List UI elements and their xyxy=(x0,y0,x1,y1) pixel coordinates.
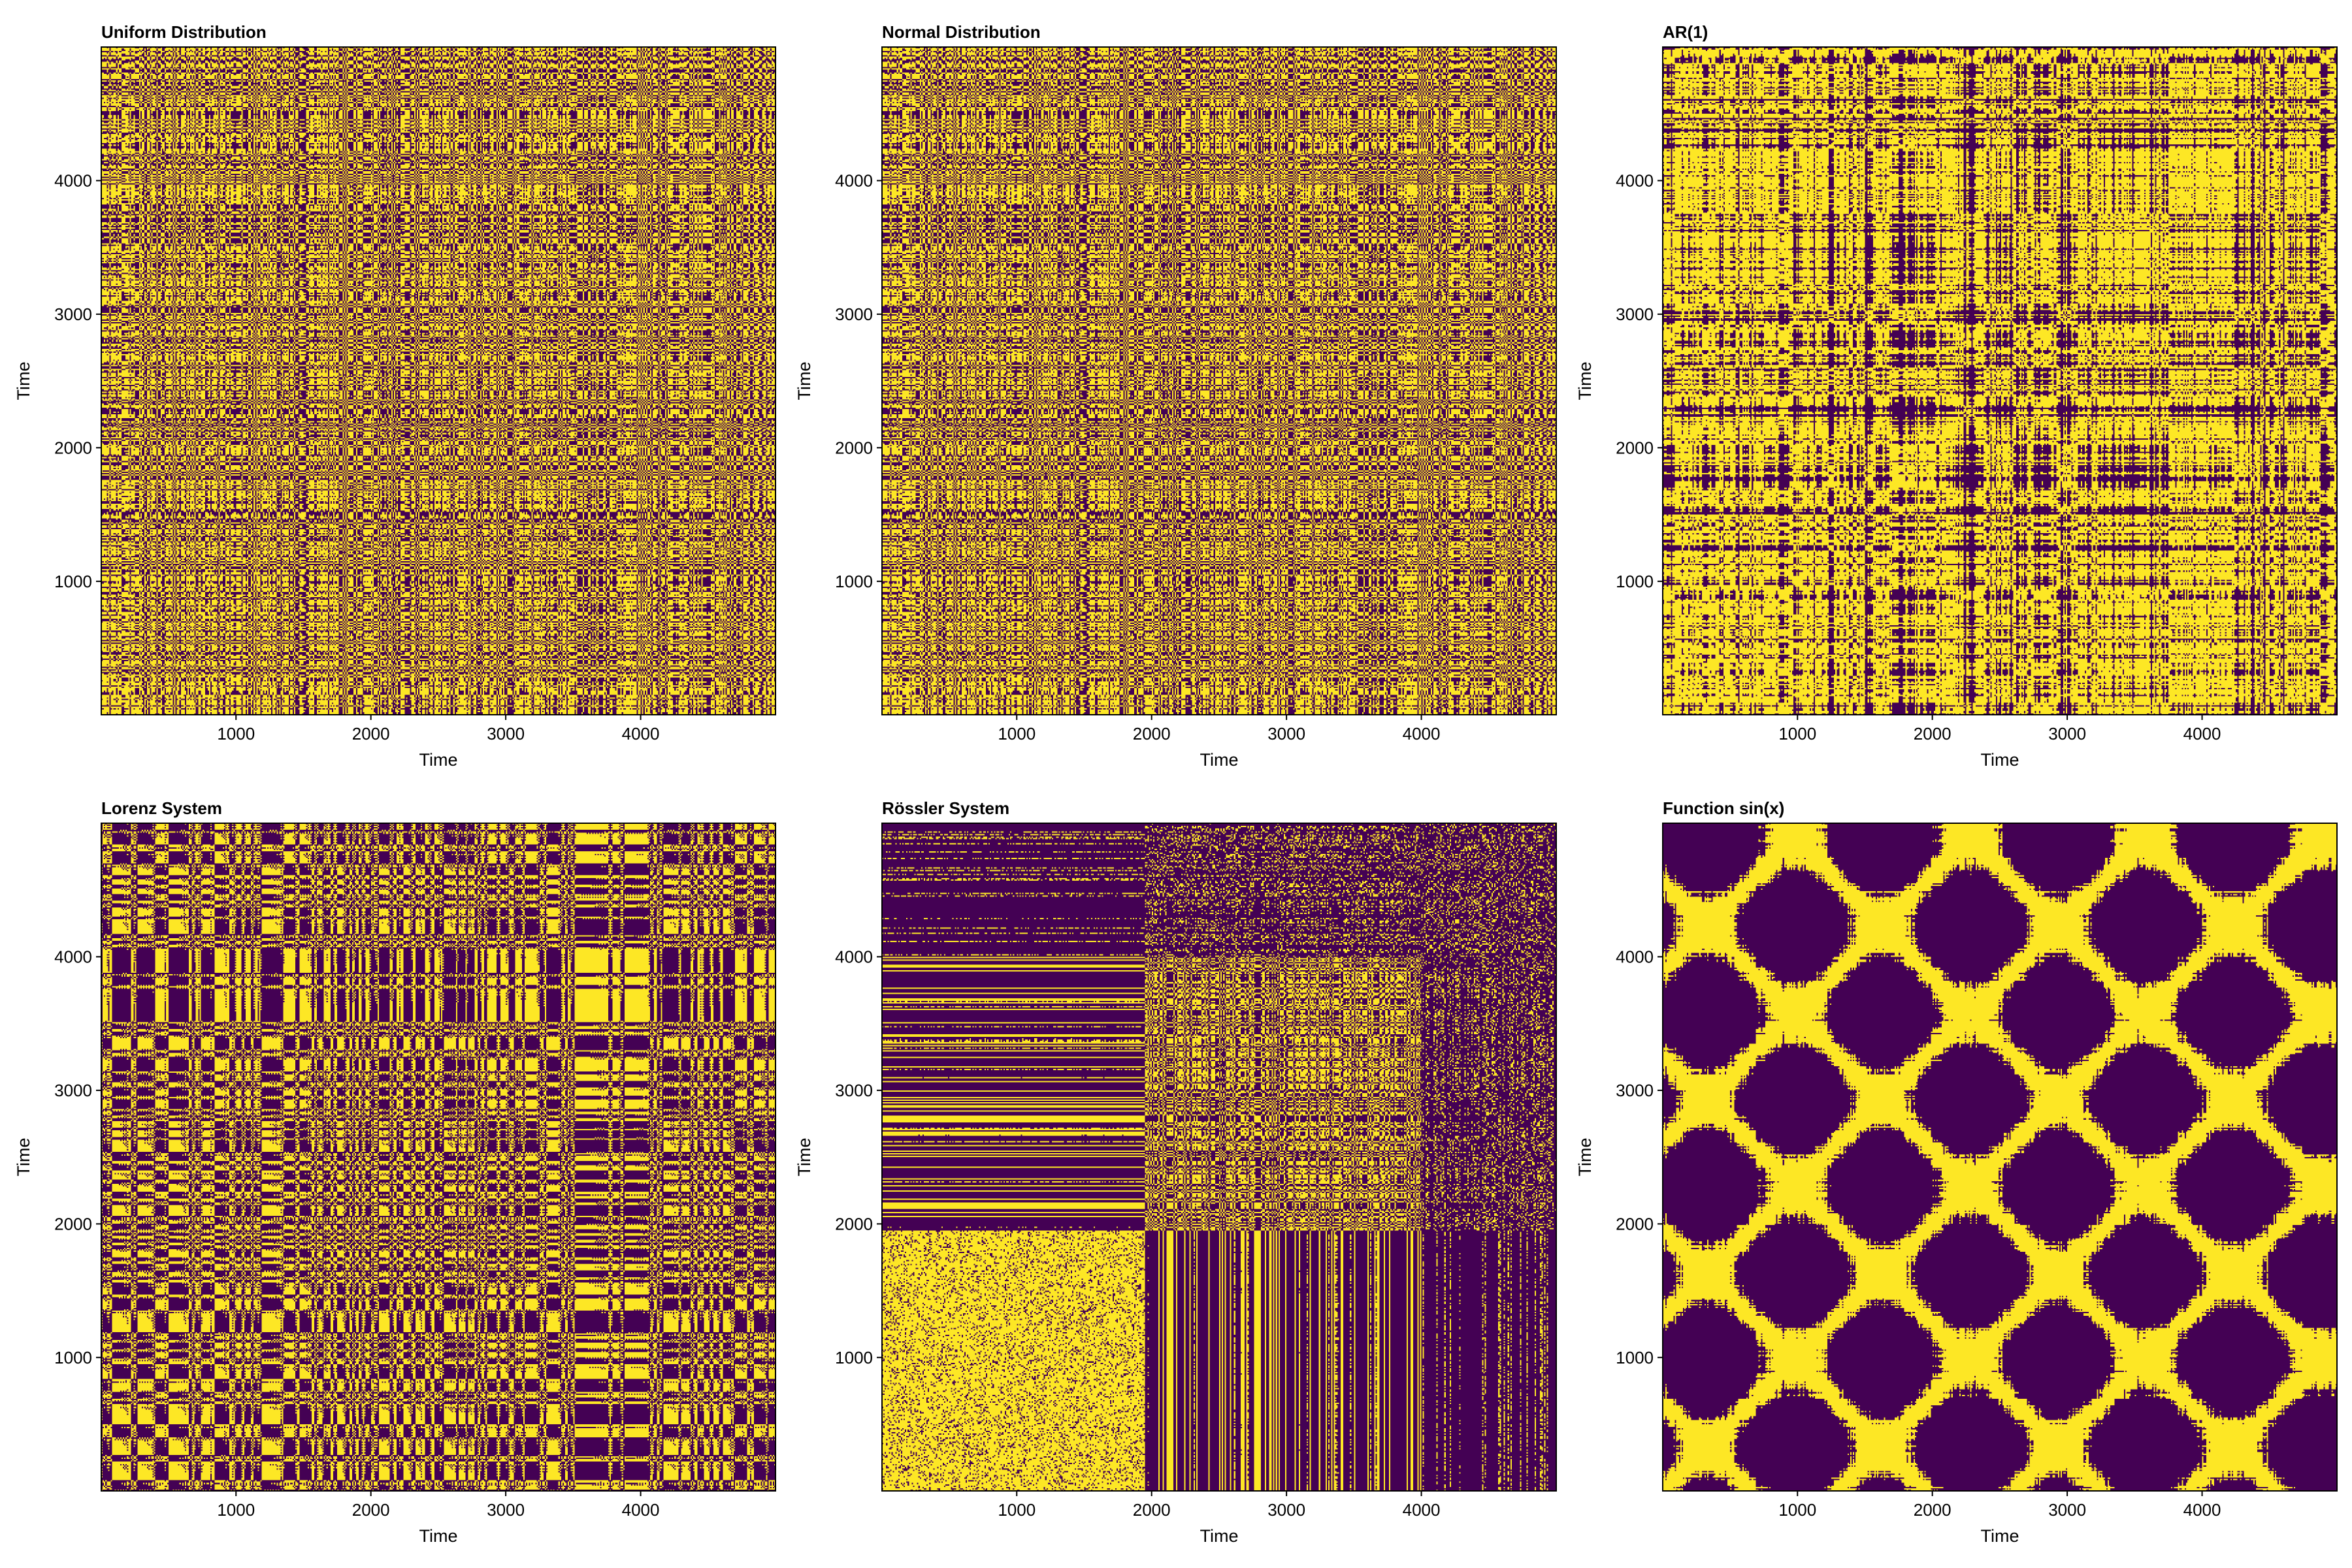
y-axis-label: Time xyxy=(794,362,814,400)
x-axis-label: Time xyxy=(1200,750,1239,770)
y-tick-label: 1000 xyxy=(54,572,92,591)
y-tick-label: 3000 xyxy=(835,304,873,324)
x-tick-label: 1000 xyxy=(1778,1500,1816,1520)
plot-axes: Function sin(x) 1000 2000 3000 4000 1000 2000 3… xyxy=(1575,798,2338,1546)
plot-title: AR(1) xyxy=(1663,22,1708,42)
y-tick-label: 1000 xyxy=(54,1348,92,1367)
y-tick-label: 1000 xyxy=(835,1348,873,1367)
x-tick-label: 4000 xyxy=(2183,1500,2221,1520)
plot-title: Rössler System xyxy=(882,798,1009,818)
recurrence-plot-panel: AR(1) 1000 2000 3000 4000 1000 2000 3000 4000 Tim… xyxy=(1561,0,2345,784)
y-tick-label: 1000 xyxy=(1616,572,1654,591)
y-tick-label: 4000 xyxy=(1616,171,1654,190)
plot-axes: Rössler System 1000 2000 3000 4000 1000 2000 30… xyxy=(794,798,1557,1546)
y-tick-label: 3000 xyxy=(54,304,92,324)
x-axis-label: Time xyxy=(1200,1526,1239,1546)
plot-frame xyxy=(881,46,1557,715)
x-tick-label: 1000 xyxy=(217,1500,255,1520)
y-axis-label: Time xyxy=(794,1138,814,1177)
x-axis-label: Time xyxy=(419,1526,458,1546)
y-tick-label: 4000 xyxy=(835,171,873,190)
recurrence-plot-panel: Uniform Distribution 1000 2000 3000 4000 1000… xyxy=(0,0,784,784)
recurrence-heatmap xyxy=(101,823,776,1491)
y-tick-label: 3000 xyxy=(54,1081,92,1100)
y-tick-label: 3000 xyxy=(1616,304,1654,324)
y-axis-label: Time xyxy=(1575,1138,1595,1177)
y-tick-label: 2000 xyxy=(1616,1214,1654,1233)
x-tick-label: 4000 xyxy=(622,724,660,743)
plot-frame xyxy=(101,46,776,715)
x-tick-label: 3000 xyxy=(1267,1500,1305,1520)
y-tick-label: 2000 xyxy=(1616,438,1654,457)
plot-axes: Uniform Distribution 1000 2000 3000 4000 1000… xyxy=(14,22,776,770)
recurrence-plot-panel: Lorenz System 1000 2000 3000 4000 1000 2000 300… xyxy=(0,776,784,1560)
x-tick-label: 3000 xyxy=(2048,724,2086,743)
plot-frame xyxy=(1662,46,2338,715)
x-axis-label: Time xyxy=(1981,750,2019,770)
recurrence-plot-panel: Rössler System 1000 2000 3000 4000 1000 2000 30… xyxy=(781,776,1565,1560)
recurrence-heatmap xyxy=(1663,47,2337,715)
x-tick-label: 1000 xyxy=(998,724,1036,743)
x-tick-label: 2000 xyxy=(352,724,390,743)
recurrence-heatmap xyxy=(882,47,1556,715)
plot-axes: Lorenz System 1000 2000 3000 4000 1000 2000 300… xyxy=(14,798,776,1546)
plot-title: Lorenz System xyxy=(101,798,222,818)
recurrence-heatmap xyxy=(882,823,1556,1491)
y-tick-label: 2000 xyxy=(835,438,873,457)
x-tick-label: 1000 xyxy=(998,1500,1036,1520)
recurrence-plot-panel: Function sin(x) 1000 2000 3000 4000 1000 2000 3… xyxy=(1561,776,2345,1560)
y-tick-label: 4000 xyxy=(1616,947,1654,966)
plot-axes: Normal Distribution 1000 2000 3000 4000 1000 2… xyxy=(794,22,1557,770)
y-tick-label: 3000 xyxy=(835,1081,873,1100)
y-tick-label: 1000 xyxy=(835,572,873,591)
plot-axes: AR(1) 1000 2000 3000 4000 1000 2000 3000 4000 Tim… xyxy=(1575,22,2338,770)
y-tick-label: 2000 xyxy=(54,438,92,457)
plot-title: Uniform Distribution xyxy=(101,22,267,42)
recurrence-heatmap xyxy=(1663,823,2337,1491)
y-tick-label: 2000 xyxy=(54,1214,92,1233)
x-axis-label: Time xyxy=(1981,1526,2019,1546)
plot-frame xyxy=(881,823,1557,1492)
x-tick-label: 2000 xyxy=(352,1500,390,1520)
plot-frame xyxy=(101,823,776,1492)
x-tick-label: 3000 xyxy=(487,724,525,743)
y-axis-label: Time xyxy=(14,1138,33,1177)
x-tick-label: 3000 xyxy=(487,1500,525,1520)
x-tick-label: 4000 xyxy=(2183,724,2221,743)
x-tick-label: 2000 xyxy=(1133,724,1171,743)
x-tick-label: 2000 xyxy=(1133,1500,1171,1520)
y-axis-label: Time xyxy=(1575,362,1595,400)
plot-title: Normal Distribution xyxy=(882,22,1041,42)
plot-title: Function sin(x) xyxy=(1663,798,1784,818)
y-tick-label: 2000 xyxy=(835,1214,873,1233)
x-tick-label: 2000 xyxy=(1914,1500,1952,1520)
plot-frame xyxy=(1662,823,2338,1492)
x-tick-label: 1000 xyxy=(217,724,255,743)
y-tick-label: 4000 xyxy=(54,171,92,190)
y-tick-label: 4000 xyxy=(835,947,873,966)
recurrence-plot-panel: Normal Distribution 1000 2000 3000 4000 1000 2… xyxy=(781,0,1565,784)
y-tick-label: 3000 xyxy=(1616,1081,1654,1100)
recurrence-heatmap xyxy=(101,47,776,715)
x-tick-label: 3000 xyxy=(2048,1500,2086,1520)
y-axis-label: Time xyxy=(14,362,33,400)
x-tick-label: 2000 xyxy=(1914,724,1952,743)
x-tick-label: 1000 xyxy=(1778,724,1816,743)
y-tick-label: 4000 xyxy=(54,947,92,966)
x-tick-label: 4000 xyxy=(1403,1500,1441,1520)
y-tick-label: 1000 xyxy=(1616,1348,1654,1367)
x-tick-label: 4000 xyxy=(1403,724,1441,743)
x-axis-label: Time xyxy=(419,750,458,770)
x-tick-label: 4000 xyxy=(622,1500,660,1520)
x-tick-label: 3000 xyxy=(1267,724,1305,743)
